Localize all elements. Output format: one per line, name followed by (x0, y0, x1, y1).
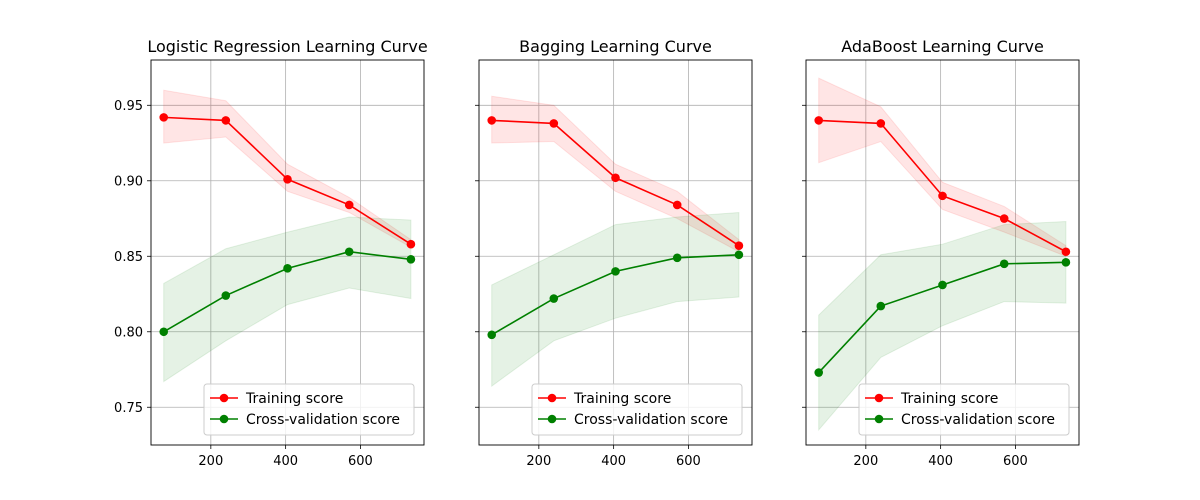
legend-marker-cv (874, 414, 884, 424)
point-training (487, 116, 497, 125)
point-cv (283, 264, 292, 273)
legend-marker-cv (219, 414, 229, 424)
legend-label-cv: Cross-validation score (574, 412, 728, 428)
point-cv (487, 330, 497, 340)
point-cv (611, 267, 620, 276)
legend: Training score Cross-validation score (858, 383, 1070, 436)
chart-panel-1: Logistic Regression Learning Curve 200 400… (114, 37, 428, 469)
band-cv (163, 216, 412, 383)
point-cv (734, 250, 744, 260)
legend-box (531, 383, 743, 436)
chart-panel-2: Bagging Learning Curve 200 400 600 Training … (475, 37, 753, 469)
point-training (938, 191, 947, 201)
x-tick-label: 600 (348, 454, 373, 469)
point-training (283, 174, 292, 184)
point-training (344, 200, 354, 210)
legend: Training score Cross-validation score (531, 383, 743, 436)
x-tick-label: 600 (676, 454, 701, 469)
chart-title: Bagging Learning Curve (519, 37, 712, 56)
point-cv (876, 301, 886, 311)
x-tick-label: 400 (273, 454, 298, 469)
x-tick-label: 200 (853, 454, 878, 469)
point-cv (549, 294, 559, 303)
x-tick-label: 400 (928, 454, 953, 469)
x-tick-label: 600 (1003, 454, 1028, 469)
point-cv (1061, 258, 1071, 267)
y-tick-label: 0.95 (114, 99, 143, 114)
y-tick-label: 0.85 (114, 250, 143, 265)
chart-panel-3: AdaBoost Learning Curve 200 400 600 Training… (802, 37, 1080, 469)
legend-marker-cv (547, 414, 557, 424)
legend-label-cv: Cross-validation score (901, 412, 1055, 428)
point-cv (406, 254, 416, 264)
point-training (1061, 247, 1071, 257)
point-cv (159, 327, 169, 337)
legend-label-training: Training score (573, 391, 671, 407)
legend-marker-training (547, 393, 557, 403)
point-cv (221, 291, 231, 300)
y-tick-label: 0.75 (114, 401, 143, 416)
axes-frame (805, 59, 1080, 446)
x-tick-label: 200 (526, 454, 551, 469)
chart-title: Logistic Regression Learning Curve (147, 37, 427, 56)
legend-label-training: Training score (245, 391, 343, 407)
point-training (406, 239, 416, 249)
point-training (549, 119, 559, 128)
legend: Training score Cross-validation score (203, 383, 415, 436)
legend-label-training: Training score (900, 391, 998, 407)
point-training (611, 173, 620, 183)
y-tick-label: 0.90 (114, 174, 143, 189)
y-tick-label: 0.80 (114, 325, 143, 340)
x-tick-label: 400 (601, 454, 626, 469)
point-cv (344, 247, 354, 257)
axes-frame (150, 59, 425, 446)
legend-marker-training (219, 393, 229, 403)
point-training (672, 200, 682, 210)
legend-marker-training (874, 393, 884, 403)
point-training (814, 116, 824, 125)
axes-frame (478, 59, 753, 446)
point-training (159, 113, 169, 122)
point-cv (999, 259, 1009, 269)
legend-label-cv: Cross-validation score (246, 412, 400, 428)
x-tick-label: 200 (198, 454, 223, 469)
point-training (734, 241, 744, 251)
point-cv (814, 368, 824, 377)
point-training (221, 116, 231, 125)
band-cv (818, 221, 1067, 432)
point-training (876, 119, 886, 128)
legend-box (858, 383, 1070, 436)
point-cv (938, 280, 947, 290)
band-cv (491, 211, 740, 388)
point-training (999, 214, 1009, 223)
chart-title: AdaBoost Learning Curve (841, 37, 1044, 56)
point-cv (672, 253, 682, 263)
legend-box (203, 383, 415, 436)
